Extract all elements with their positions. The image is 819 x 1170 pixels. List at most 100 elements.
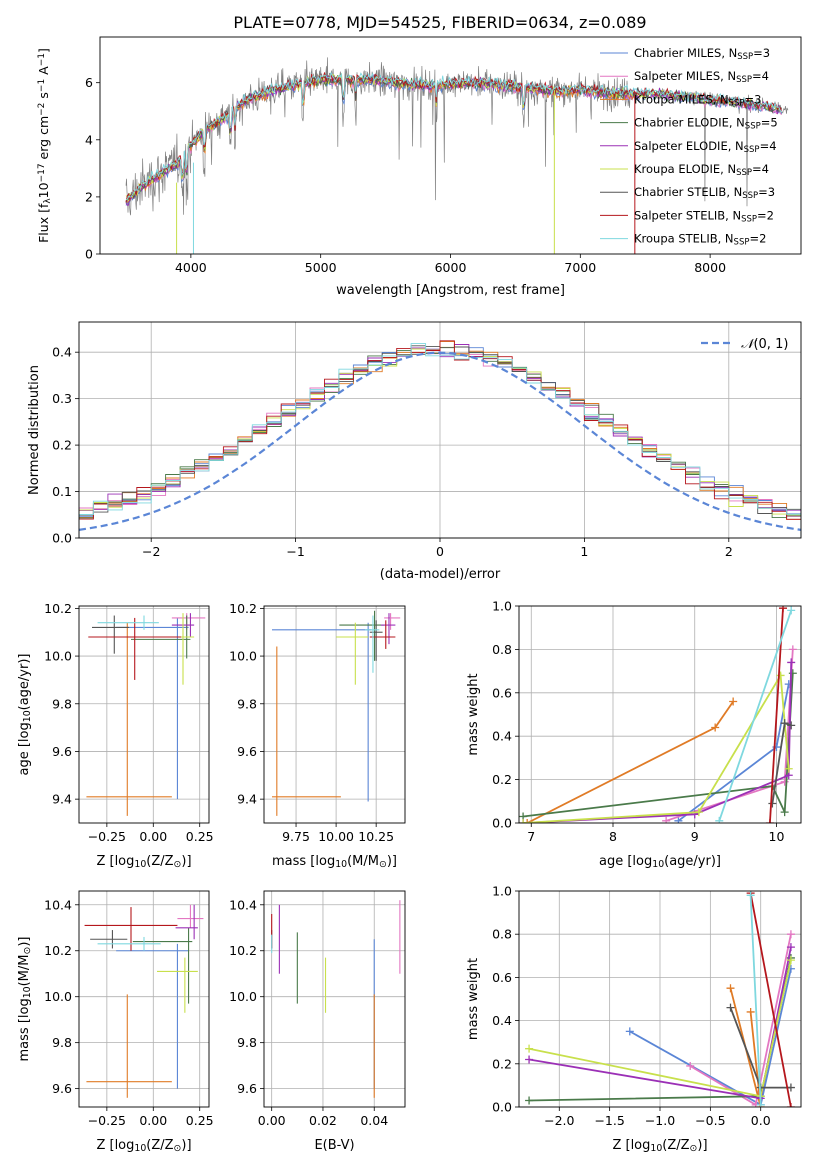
weight-marker-kroupa-stelib (756, 1100, 765, 1107)
age-vs-mass-panel: 9.75 10.00 10.25 9.4 9.6 9.8 10.0 10.2 mass [log… (229, 601, 406, 870)
weight-marker-salpeter-miles (786, 930, 795, 939)
errorbar-chabrier-stelib (369, 620, 383, 661)
x-tick-label: 0.25 (186, 829, 214, 844)
errorbar-kroupa-elodie (175, 613, 195, 685)
x-axis-label-part: (age/yr)] (664, 854, 721, 869)
y-tick-label: 0.3 (52, 391, 72, 406)
weight-line-kroupa-stelib (718, 610, 793, 822)
x-axis-label-part: 10 (650, 1143, 662, 1154)
plot-area (525, 891, 795, 1107)
y-axis-label-part: 10 (22, 986, 33, 998)
axes-frame (78, 605, 210, 824)
y-axis-label-part: −1 (37, 53, 47, 66)
x-axis-label-part: (Z/Z (146, 1138, 173, 1153)
plot-area (79, 340, 801, 538)
errorbar-chabrier-stelib (92, 615, 130, 654)
legend-label-part: SSP (745, 122, 761, 132)
age-vs-metallicity-panel: −0.25 0.00 0.259.49.69.810.010.2Z [log10(Z… (17, 601, 214, 870)
y-tick-label: 0.2 (492, 1056, 512, 1071)
mass-weight-vs-metallicity-panel: −2.0 −1.5 −1.0 −0.5 0.0 0.0 0.2 0.4 0.6 0.8 1.0 Z [… (466, 884, 802, 1154)
y-axis-label-part: (age/yr)] (17, 654, 32, 711)
y-axis-label-part: −17 (37, 163, 47, 182)
weight-marker-chabrier-stelib (786, 1083, 795, 1092)
errorbar-chabrier-miles (272, 622, 372, 802)
x-axis-label-part: )] (697, 1138, 707, 1153)
y-axis-label-part: A (36, 66, 51, 79)
x-tick-label: −1.0 (645, 1113, 675, 1128)
legend-label-salpeter-stelib: Salpeter STELIB, NSSP=2 (634, 208, 774, 224)
weight-marker-kroupa-elodie (776, 671, 785, 680)
x-tick-label: 0.25 (186, 1113, 214, 1128)
y-tick-label: 0.6 (492, 970, 512, 985)
plot-area (519, 606, 797, 823)
y-axis-label-part: s (36, 92, 51, 103)
y-axis-label-part: 10 (36, 182, 51, 198)
plot-area (86, 613, 206, 816)
x-tick-label: 0.0 (751, 1113, 771, 1128)
legend-label-part: Salpeter ELODIE, N (634, 139, 744, 153)
errorbar-kroupa-miles (86, 622, 172, 816)
y-axis-label-part: )] (17, 937, 32, 947)
y-tick-label: 9.4 (52, 792, 72, 807)
errorbar-kroupa-elodie (336, 622, 369, 685)
weight-marker-kroupa-elodie (694, 808, 703, 817)
errorbar-kroupa-stelib (364, 615, 380, 673)
x-tick-label: 2 (725, 544, 733, 559)
x-axis-label-part: 10 (652, 859, 664, 870)
figure-title: PLATE=0778, MJD=54525, FIBERID=0634, z=0… (233, 13, 646, 32)
y-tick-label: 9.4 (237, 792, 257, 807)
weight-line-salpeter-elodie (523, 662, 793, 823)
y-axis-label: Flux [fλ10−17 erg cm−2 s−1 A−1] (36, 48, 53, 243)
x-tick-label: −1.5 (594, 1113, 624, 1128)
x-tick-label: 0.00 (139, 829, 167, 844)
y-tick-label: 10.0 (229, 989, 257, 1004)
weight-line-kroupa-stelib (749, 895, 762, 1105)
legend-label-part: =3 (744, 92, 761, 106)
y-tick-label: 9.6 (237, 1081, 257, 1096)
y-axis-label: mass weight (466, 958, 481, 1040)
legend-label-part: =3 (753, 46, 770, 60)
y-tick-label: 9.8 (237, 696, 257, 711)
errorbar-salpeter-stelib (88, 617, 182, 680)
x-tick-label: 8000 (694, 260, 726, 275)
x-axis-label: Z [log10(Z/Z⊙)] (96, 854, 191, 870)
errorbar-chabrier-elodie (339, 610, 385, 661)
weight-marker-salpeter-stelib (779, 606, 788, 613)
x-tick-label: 10.25 (358, 829, 394, 844)
x-axis-label-part: ⊙ (174, 859, 182, 870)
legend-label-part: Salpeter MILES, N (634, 69, 736, 83)
weight-marker-kroupa-stelib (715, 816, 724, 823)
y-tick-label: 0.4 (492, 1013, 512, 1028)
y-tick-label: 0.8 (492, 642, 512, 657)
x-axis-label: age [log10(age/yr)] (599, 854, 721, 870)
axes-frame (263, 890, 406, 1108)
y-tick-label: 9.8 (52, 1035, 72, 1050)
weight-marker-kroupa-stelib (787, 606, 796, 615)
weight-marker-salpeter-stelib (765, 819, 774, 823)
grid (79, 891, 209, 1107)
legend-label-part: =4 (752, 69, 769, 83)
errorbar-chabrier-miles (116, 943, 189, 1089)
x-tick-label: 5000 (305, 260, 337, 275)
x-tick-label: 0.00 (139, 1113, 167, 1128)
y-tick-label: 10.2 (229, 943, 257, 958)
legend-label-part: Chabrier STELIB, N (634, 185, 742, 199)
y-tick-label: 10.4 (229, 897, 257, 912)
y-axis-label: mass weight (466, 673, 481, 755)
y-tick-label: 0.4 (52, 345, 72, 360)
legend-label-part: =5 (761, 116, 778, 130)
weight-marker-chabrier-elodie (525, 1096, 534, 1105)
x-axis-label-part: Z [log (612, 1138, 650, 1153)
x-tick-label: −0.25 (88, 1113, 126, 1128)
weight-marker-kroupa-elodie (786, 956, 795, 965)
legend-label-part: Kroupa ELODIE, N (634, 162, 736, 176)
weight-marker-kroupa-miles (746, 1007, 755, 1016)
grid (264, 891, 405, 1107)
x-axis-label: Z [log10(Z/Z⊙)] (96, 1138, 191, 1154)
weight-marker-chabrier-elodie (780, 808, 789, 817)
weight-marker-kroupa-miles (729, 697, 738, 706)
errorbar-chabrier-stelib (90, 930, 128, 949)
x-axis-label-part: Z [log (96, 854, 134, 869)
